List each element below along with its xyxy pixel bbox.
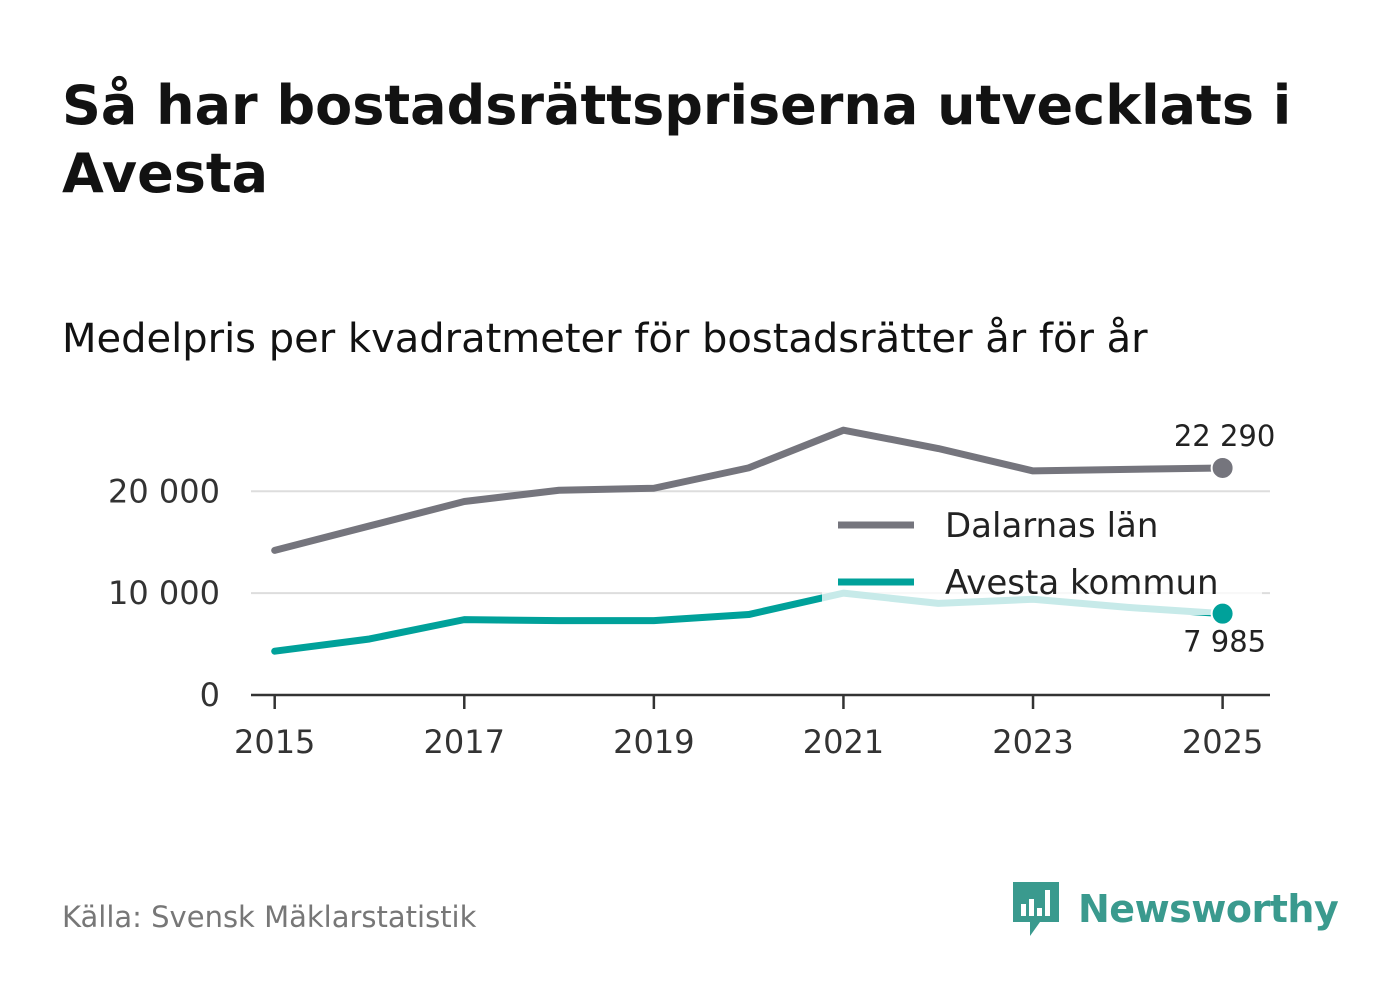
data-labels: 22 290 7 985: [1174, 419, 1275, 659]
x-tick-label: 2015: [234, 723, 315, 761]
brand-logo: Newsworthy: [1010, 880, 1339, 938]
x-tick-label: 2021: [803, 723, 884, 761]
x-tick-label: 2025: [1182, 723, 1263, 761]
x-tick-label: 2019: [613, 723, 694, 761]
logo-bar: [1037, 908, 1042, 916]
newsworthy-logo-icon: [1013, 882, 1059, 936]
chart-subtitle: Medelpris per kvadratmeter för bostadsrä…: [62, 316, 1148, 362]
x-tick-label: 2017: [424, 723, 505, 761]
end-point-marker: [1210, 455, 1235, 480]
y-tick-label: 20 000: [108, 472, 220, 510]
end-point-marker: [1210, 601, 1235, 626]
end-value-label: 7 985: [1183, 625, 1266, 659]
logo-bar: [1029, 899, 1034, 916]
legend: Dalarnas län Avesta kommun: [822, 506, 1262, 615]
series-line-dalarnas-lan: [271, 426, 1227, 554]
brand-name: Newsworthy: [1078, 887, 1339, 931]
x-axis: 0 10 000 20 000 2015 2017 2019 2021 2023 2025: [108, 472, 1270, 761]
legend-label: Avesta kommun: [945, 563, 1219, 603]
end-value-label: 22 290: [1174, 419, 1275, 453]
logo-bar: [1021, 904, 1026, 916]
logo-bubble-shape: [1013, 882, 1059, 936]
legend-label: Dalarnas län: [945, 506, 1158, 546]
y-tick-label: 0: [200, 676, 220, 714]
x-tick-label: 2023: [992, 723, 1073, 761]
source-note: Källa: Svensk Mäklarstatistik: [62, 900, 477, 934]
y-tick-label: 10 000: [108, 574, 220, 612]
chart-title: Så har bostadsrättspriserna utvecklats i…: [62, 74, 1292, 205]
logo-bar: [1045, 890, 1050, 916]
